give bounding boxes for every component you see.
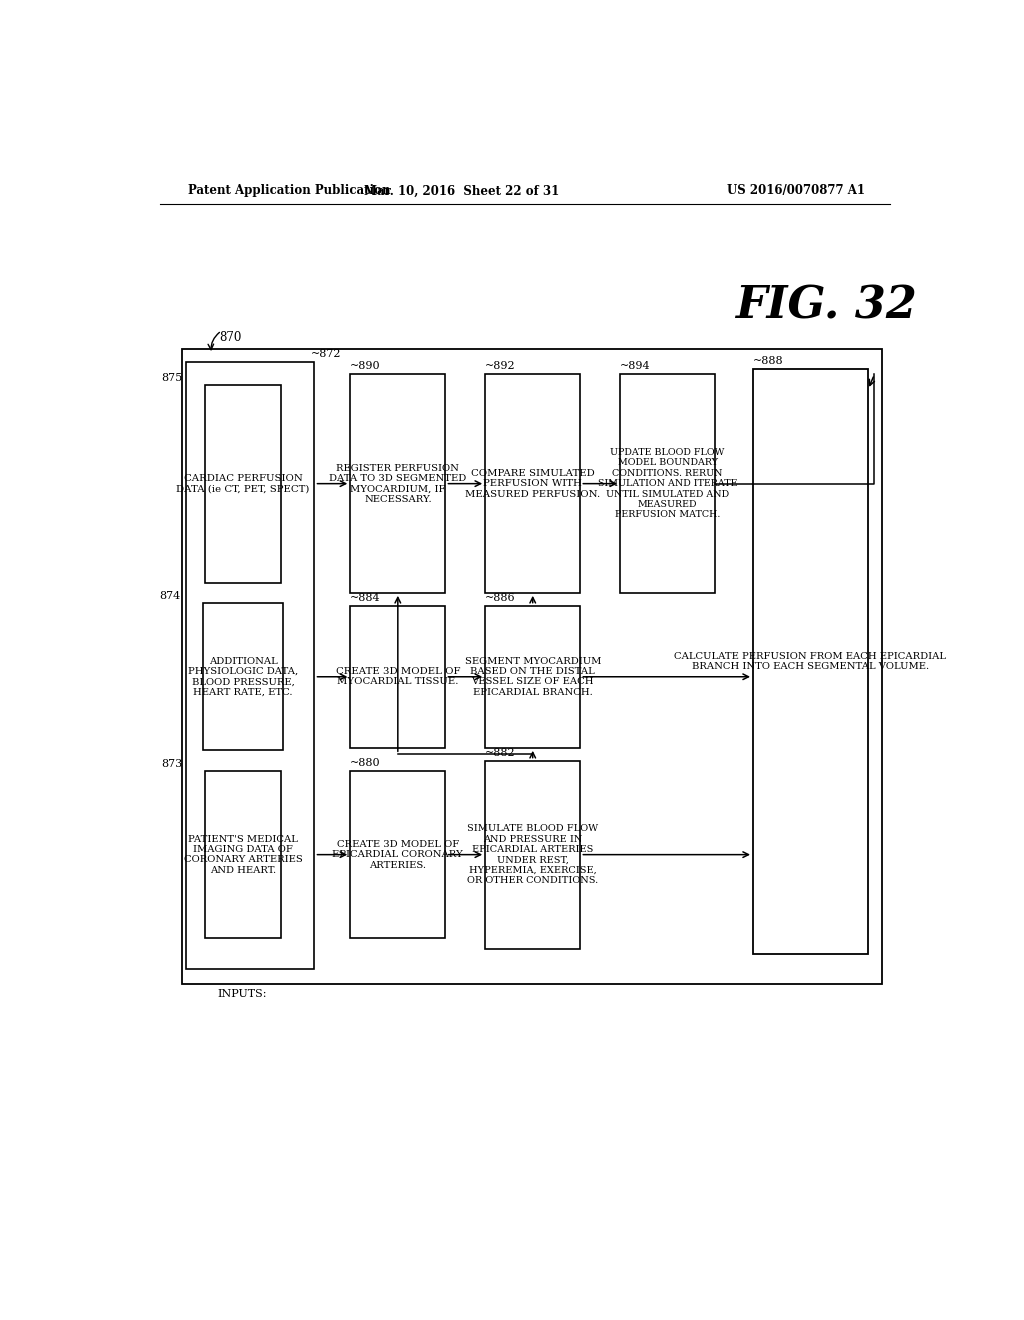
Text: 874: 874 <box>160 591 181 601</box>
Text: CALCULATE PERFUSION FROM EACH EPICARDIAL
BRANCH INTO EACH SEGMENTAL VOLUME.: CALCULATE PERFUSION FROM EACH EPICARDIAL… <box>675 652 946 671</box>
Text: INPUTS:: INPUTS: <box>218 989 267 999</box>
Text: CREATE 3D MODEL OF
EPICARDIAL CORONARY
ARTERIES.: CREATE 3D MODEL OF EPICARDIAL CORONARY A… <box>333 840 463 870</box>
Text: SEGMENT MYOCARDIUM
BASED ON THE DISTAL
VESSEL SIZE OF EACH
EPICARDIAL BRANCH.: SEGMENT MYOCARDIUM BASED ON THE DISTAL V… <box>465 656 601 697</box>
Bar <box>485 375 581 593</box>
Text: ~888: ~888 <box>753 356 783 366</box>
Text: 873: 873 <box>162 759 183 768</box>
Text: COMPARE SIMULATED
PERFUSION WITH
MEASURED PERFUSION.: COMPARE SIMULATED PERFUSION WITH MEASURE… <box>465 469 600 499</box>
Text: CARDIAC PERFUSION
DATA (ie CT, PET, SPECT): CARDIAC PERFUSION DATA (ie CT, PET, SPEC… <box>176 474 309 494</box>
Bar <box>621 375 716 593</box>
Text: SIMULATE BLOOD FLOW
AND PRESSURE IN
EPICARDIAL ARTERIES
UNDER REST,
HYPEREMIA, E: SIMULATE BLOOD FLOW AND PRESSURE IN EPIC… <box>467 824 598 886</box>
Bar <box>206 771 281 939</box>
Text: ~892: ~892 <box>485 362 516 371</box>
Text: ~882: ~882 <box>485 747 516 758</box>
Text: REGISTER PERFUSION
DATA TO 3D SEGMENTED
MYOCARDIUM, IF
NECESSARY.: REGISTER PERFUSION DATA TO 3D SEGMENTED … <box>329 463 467 504</box>
Text: ~890: ~890 <box>350 362 381 371</box>
Text: ADDITIONAL
PHYSIOLOGIC DATA,
BLOOD PRESSURE,
HEART RATE, ETC.: ADDITIONAL PHYSIOLOGIC DATA, BLOOD PRESS… <box>188 656 298 697</box>
Text: ~884: ~884 <box>350 593 381 602</box>
Text: ~880: ~880 <box>350 758 381 768</box>
Bar <box>182 348 882 985</box>
Bar <box>350 375 445 593</box>
Text: PATIENT'S MEDICAL
IMAGING DATA OF
CORONARY ARTERIES
AND HEART.: PATIENT'S MEDICAL IMAGING DATA OF CORONA… <box>183 834 302 875</box>
Text: US 2016/0070877 A1: US 2016/0070877 A1 <box>727 185 865 198</box>
Text: ~894: ~894 <box>621 362 650 371</box>
Text: 870: 870 <box>219 331 242 345</box>
Text: ~872: ~872 <box>310 348 341 359</box>
Text: Patent Application Publication: Patent Application Publication <box>187 185 390 198</box>
Bar <box>204 603 283 751</box>
Bar <box>206 384 281 582</box>
Text: FIG. 32: FIG. 32 <box>735 284 918 327</box>
Bar <box>350 771 445 939</box>
Text: ~886: ~886 <box>485 593 516 602</box>
Bar <box>753 370 868 954</box>
Bar <box>350 606 445 748</box>
Text: 875: 875 <box>162 372 183 383</box>
Text: CREATE 3D MODEL OF
MYOCARDIAL TISSUE.: CREATE 3D MODEL OF MYOCARDIAL TISSUE. <box>336 667 460 686</box>
Bar <box>485 606 581 748</box>
Bar <box>186 362 314 969</box>
Text: UPDATE BLOOD FLOW
MODEL BOUNDARY
CONDITIONS. RERUN
SIMULATION AND ITERATE
UNTIL : UPDATE BLOOD FLOW MODEL BOUNDARY CONDITI… <box>598 447 737 519</box>
Text: Mar. 10, 2016  Sheet 22 of 31: Mar. 10, 2016 Sheet 22 of 31 <box>364 185 559 198</box>
Bar <box>485 760 581 949</box>
